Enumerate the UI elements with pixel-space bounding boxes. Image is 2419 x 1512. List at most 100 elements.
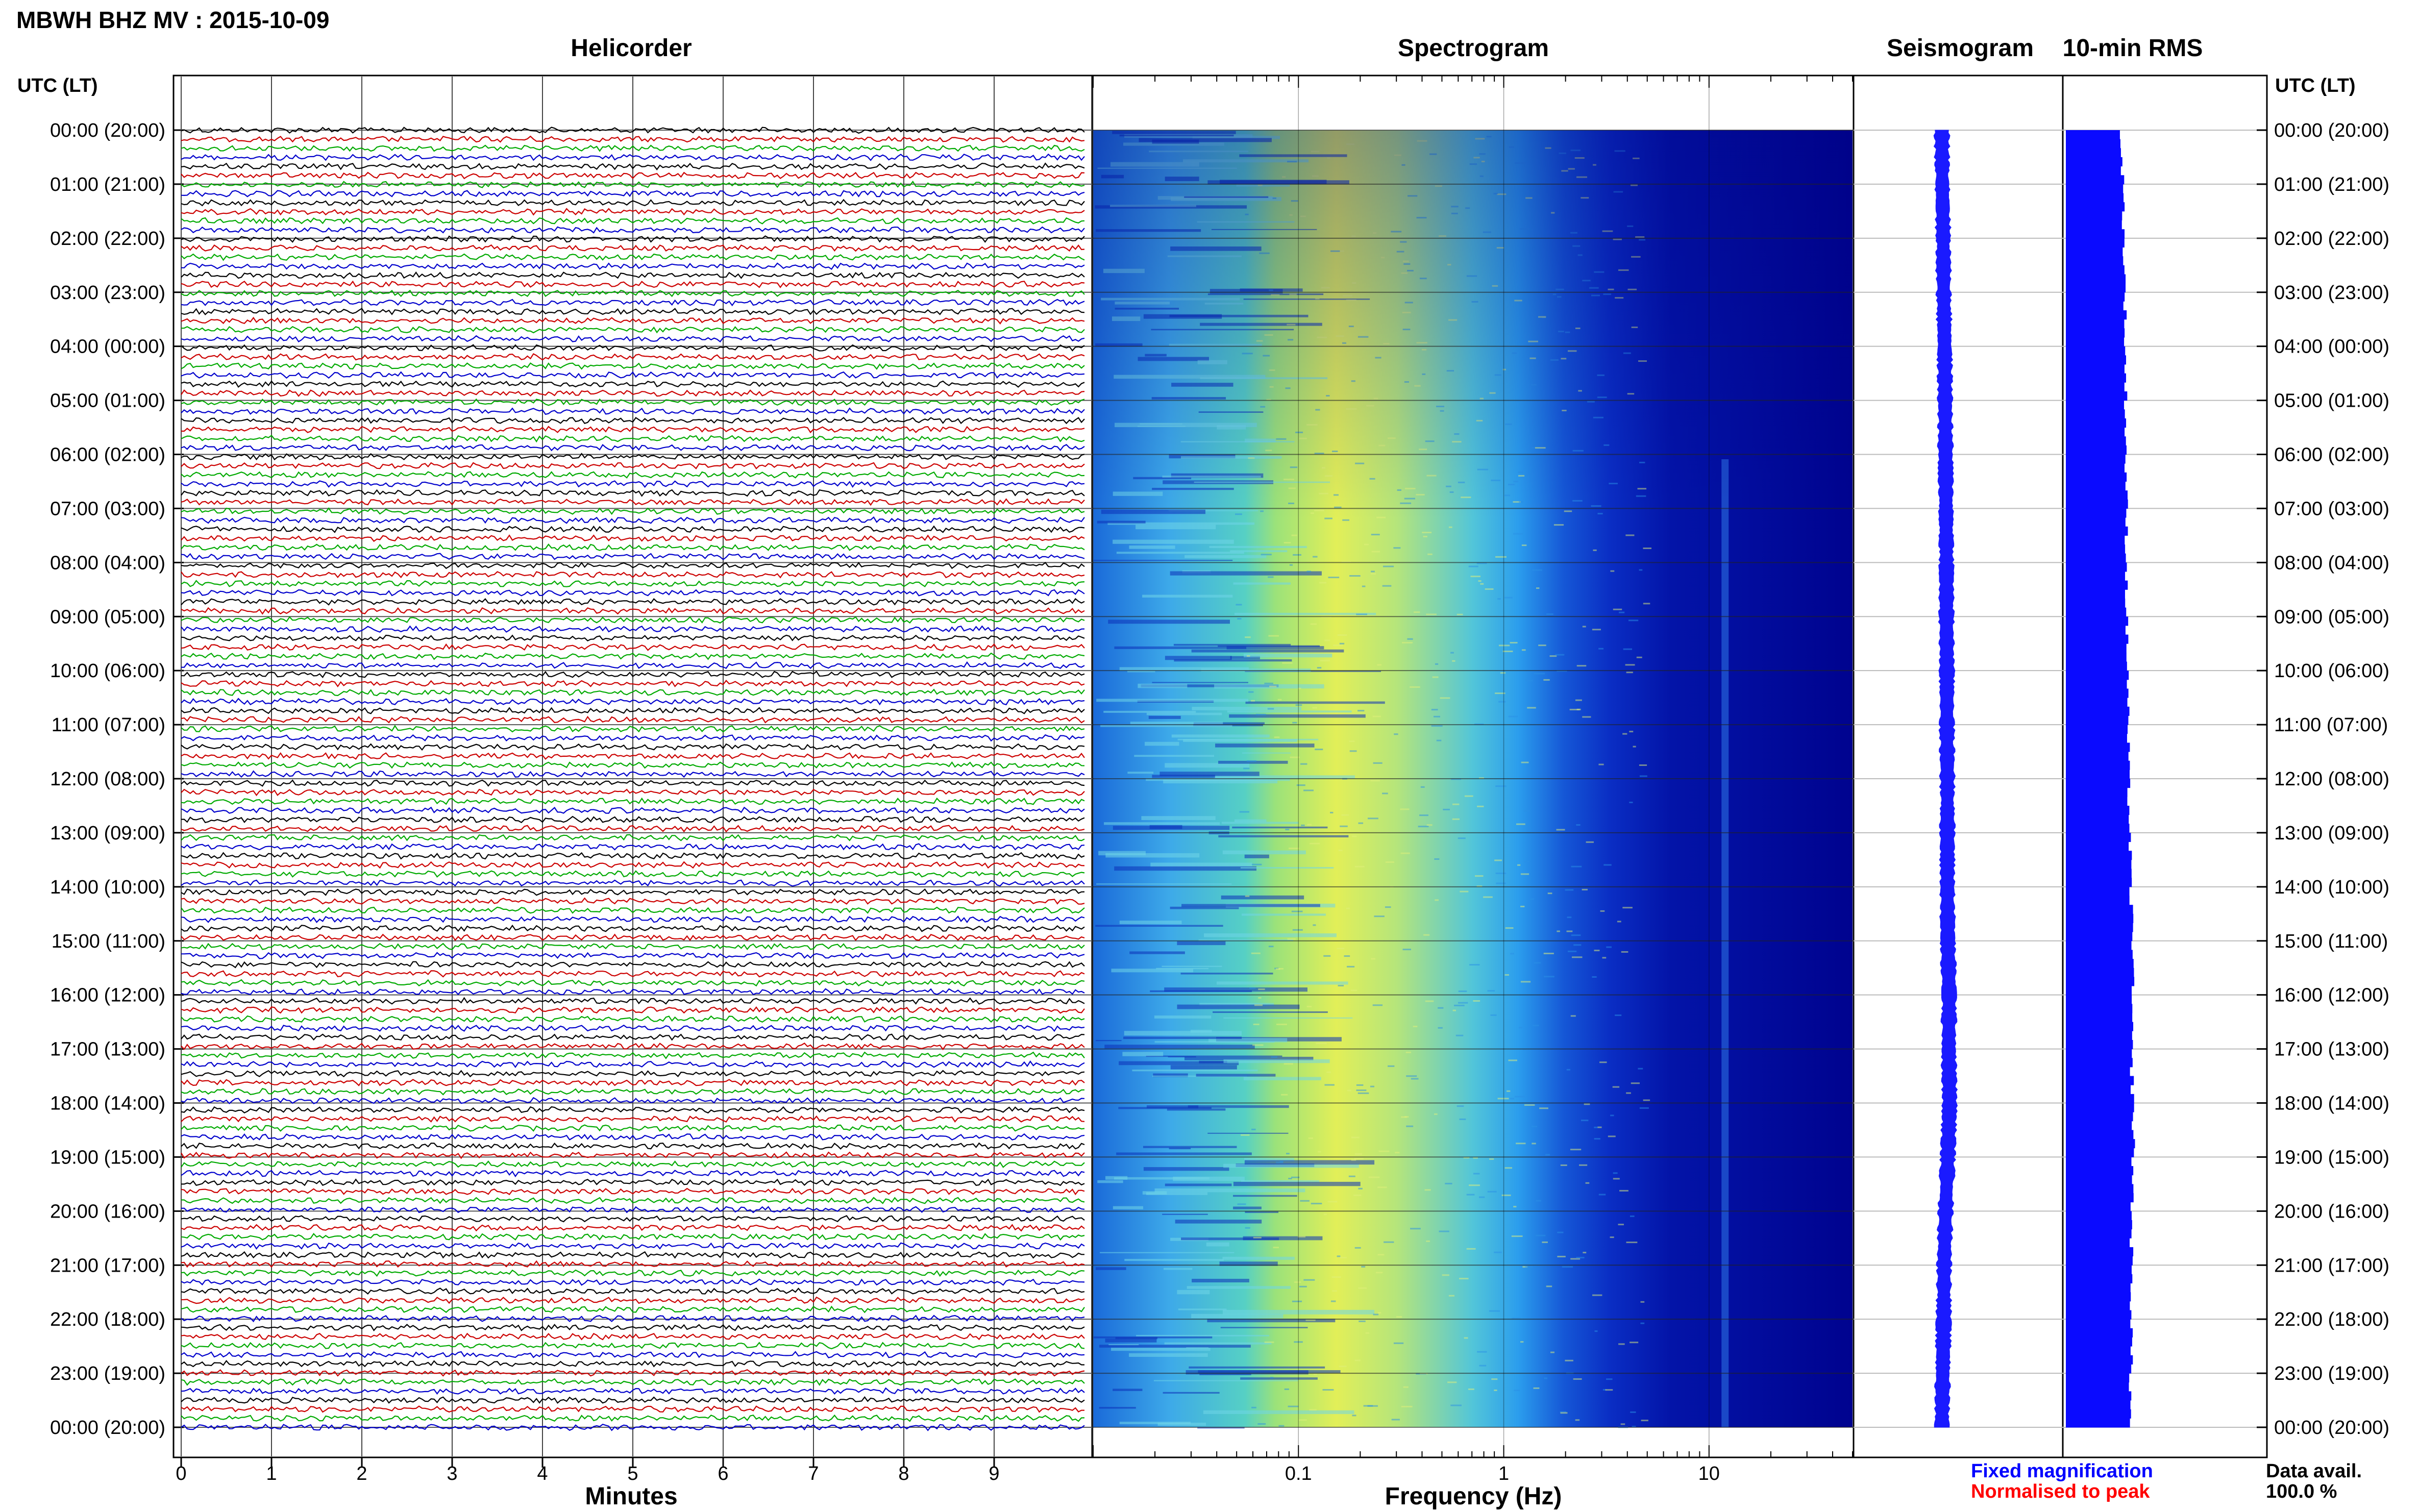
time-label-right: 19:00 (15:00) — [2274, 1147, 2389, 1168]
helicorder-trace — [181, 815, 1085, 824]
rms-bar — [2066, 1247, 2134, 1257]
spectrogram-x-axis: 0.1 1 10 — [1093, 76, 1853, 1484]
helicorder-trace — [181, 1060, 1085, 1069]
spectrogram-tick-label: 1 — [1498, 1463, 1509, 1484]
rms-bar — [2066, 139, 2120, 148]
helicorder-trace — [181, 897, 1085, 905]
time-label-left: 20:00 (16:00) — [50, 1201, 165, 1222]
helicorder-trace — [181, 1242, 1085, 1250]
time-label-right: 12:00 (08:00) — [2274, 769, 2389, 790]
rms-bar — [2066, 1012, 2133, 1023]
time-label-right: 18:00 (14:00) — [2274, 1093, 2389, 1114]
helicorder-trace — [181, 960, 1085, 969]
helicorder-trace — [181, 834, 1085, 841]
rms-bar — [2066, 859, 2132, 870]
helicorder-trace — [181, 1215, 1085, 1223]
helicorder-trace — [181, 1405, 1084, 1413]
rms-bar — [2066, 1112, 2133, 1122]
rms-bar — [2066, 779, 2131, 788]
spectrogram-tick-label: 0.1 — [1285, 1463, 1312, 1484]
time-label-right: 17:00 (13:00) — [2274, 1039, 2389, 1060]
helicorder-trace — [181, 507, 1085, 515]
helicorder-trace — [181, 208, 1085, 216]
seismogram-frame — [1853, 75, 2064, 1458]
rms-bar — [2066, 580, 2128, 590]
rms-bar — [2066, 824, 2130, 833]
rms-bar — [2066, 1139, 2135, 1149]
rms-bar — [2066, 913, 2134, 923]
rms-bar — [2066, 238, 2125, 247]
time-label-left: 23:00 (19:00) — [50, 1363, 165, 1384]
rms-bar — [2066, 1310, 2132, 1320]
rms-bar — [2066, 715, 2129, 725]
rms-bar — [2066, 607, 2127, 617]
time-label-left: 07:00 (03:00) — [50, 498, 165, 519]
time-label-left: 12:00 (08:00) — [50, 769, 165, 790]
rms-bar — [2066, 571, 2126, 581]
time-label-right: 04:00 (00:00) — [2274, 336, 2389, 358]
helicorder-trace — [181, 453, 1085, 461]
rms-bar — [2066, 950, 2133, 959]
rms-bar — [2066, 1094, 2134, 1103]
utc-label-right: UTC (LT) — [2275, 75, 2356, 96]
time-label-left: 00:00 (20:00) — [50, 120, 165, 141]
rms-bar — [2066, 1301, 2130, 1311]
time-label-left: 10:00 (06:00) — [50, 660, 165, 682]
helicorder-trace — [181, 634, 1085, 642]
time-label-right: 03:00 (23:00) — [2274, 282, 2389, 304]
helicorder-trace — [181, 1178, 1085, 1186]
rms-bar — [2066, 499, 2128, 509]
helicorder-trace — [181, 652, 1085, 660]
helicorder-trace — [181, 1106, 1085, 1114]
helicorder-trace — [181, 553, 1085, 560]
time-label-left: 00:00 (20:00) — [50, 1417, 165, 1439]
rms-bar — [2066, 400, 2125, 410]
rms-bar — [2066, 256, 2124, 266]
rms-bar — [2066, 814, 2129, 824]
utc-label-left: UTC (LT) — [17, 75, 98, 96]
helicorder-trace — [181, 1124, 1085, 1132]
rms-bar — [2066, 1346, 2131, 1356]
time-label-left: 04:00 (00:00) — [50, 336, 165, 358]
rms-bar — [2066, 535, 2125, 545]
helicorder-trace — [181, 688, 1085, 697]
spectrogram-tick-label: 10 — [1698, 1463, 1720, 1484]
rms-bar — [2066, 869, 2132, 878]
rms-bar — [2066, 1004, 2133, 1013]
time-label-right: 13:00 (09:00) — [2274, 823, 2389, 844]
helicorder-trace — [181, 1160, 1085, 1168]
rms-bar — [2066, 841, 2129, 851]
rms-bar — [2066, 148, 2121, 158]
rms-bar — [2066, 382, 2125, 392]
rms-bar — [2066, 625, 2126, 635]
rms-bar — [2066, 1256, 2133, 1266]
helicorder-trace — [181, 1033, 1085, 1041]
spectrogram-xlabel: Frequency (Hz) — [1385, 1483, 1562, 1510]
rms-bar — [2066, 1202, 2131, 1211]
data-availability-value: 100.0 % — [2266, 1481, 2337, 1502]
helicorder-trace — [181, 398, 1085, 406]
helicorder-trace — [181, 289, 1085, 298]
rms-bar — [2066, 220, 2122, 230]
time-label-left: 19:00 (15:00) — [50, 1147, 165, 1168]
helicorder-trace — [181, 879, 1085, 887]
helicorder-trace — [181, 797, 1085, 805]
helicorder-trace — [181, 1097, 1085, 1105]
rms-bar — [2066, 1265, 2132, 1275]
rms-bar — [2066, 679, 2127, 689]
legend-normalised-to-peak: Normalised to peak — [1971, 1481, 2150, 1502]
rms-bar — [2066, 832, 2131, 842]
helicorder-tick-label: 2 — [356, 1463, 367, 1484]
helicorder-trace — [181, 407, 1085, 415]
helicorder-trace — [181, 162, 1085, 170]
rms-bar — [2066, 1058, 2133, 1068]
helicorder-trace — [181, 1024, 1085, 1032]
helicorder-trace — [181, 153, 1085, 161]
rms-bar — [2066, 932, 2133, 941]
rms-bar — [2066, 977, 2135, 986]
helicorder-trace — [181, 952, 1085, 959]
time-label-left: 22:00 (18:00) — [50, 1309, 165, 1330]
time-label-right: 11:00 (07:00) — [2274, 714, 2388, 736]
helicorder-trace — [181, 371, 1085, 379]
rms-bar — [2066, 986, 2132, 996]
